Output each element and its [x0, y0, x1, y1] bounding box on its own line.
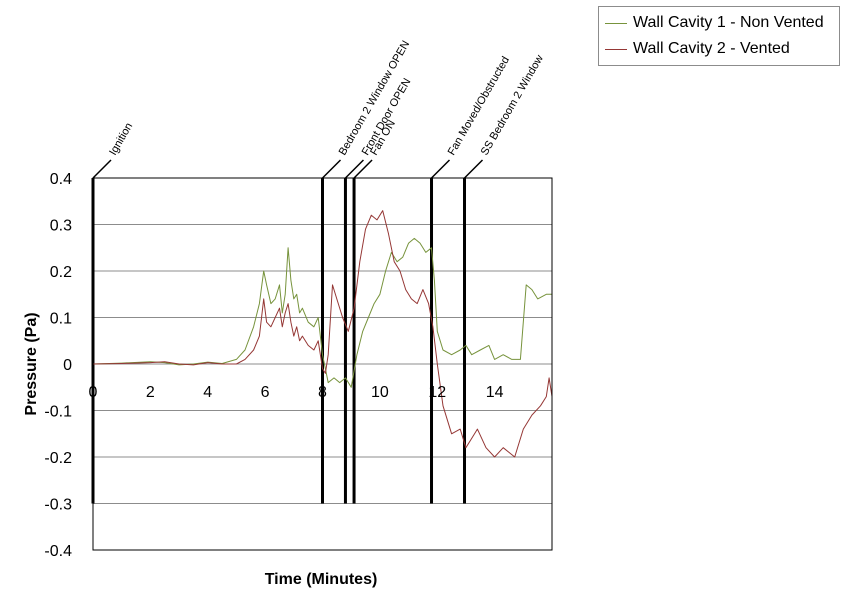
y-tick-label: -0.2	[44, 450, 72, 467]
event-leader	[321, 159, 342, 179]
x-tick-label: 4	[203, 384, 212, 401]
legend-item-wall-cavity-2: Wall Cavity 2 - Vented	[605, 39, 790, 59]
x-tick-label: 0	[89, 384, 98, 401]
x-tick-labels: 0 2 4 6 8 10 12 14	[89, 384, 504, 401]
x-tick-label: 12	[428, 384, 446, 401]
event-leader	[344, 159, 364, 179]
series-line-2	[92, 210, 553, 458]
event-label: SS Bedroom 2 Window	[479, 53, 546, 158]
event-label: Fan Moved/Obstructed	[446, 55, 512, 158]
event-leader	[92, 159, 112, 179]
y-tick-label: -0.3	[44, 497, 72, 514]
event-leader	[430, 159, 451, 179]
x-axis-title: Time (Minutes)	[265, 571, 378, 588]
legend-swatch-wall-cavity-2	[605, 48, 627, 50]
y-tick-label: 0	[63, 357, 72, 374]
y-tick-labels: 0.4 0.3 0.2 0.1 0 -0.1 -0.2 -0.3 -0.4	[44, 171, 72, 560]
y-tick-label: 0.4	[50, 171, 72, 188]
y-tick-label: 0.2	[50, 264, 72, 281]
series-lines	[92, 210, 553, 458]
legend: Wall Cavity 1 - Non Vented Wall Cavity 2…	[598, 6, 840, 66]
series-line-1	[92, 237, 552, 388]
y-tick-label: -0.4	[44, 543, 72, 560]
x-tick-label: 10	[371, 384, 389, 401]
x-tick-label: 2	[146, 384, 155, 401]
x-tick-label: 6	[261, 384, 270, 401]
event-leader	[463, 159, 484, 179]
legend-label-wall-cavity-2: Wall Cavity 2 - Vented	[633, 40, 790, 57]
legend-label-wall-cavity-1: Wall Cavity 1 - Non Vented	[633, 14, 824, 31]
y-tick-label: -0.1	[44, 404, 72, 421]
x-tick-label: 14	[486, 384, 504, 401]
y-tick-label: 0.1	[50, 311, 72, 328]
event-label: Ignition	[107, 121, 135, 158]
plot-border	[92, 177, 553, 551]
legend-swatch-wall-cavity-1	[605, 22, 627, 24]
event-leader	[353, 159, 373, 179]
y-axis-title: Pressure (Pa)	[23, 312, 40, 415]
y-tick-label: 0.3	[50, 218, 72, 235]
x-tick-label: 8	[318, 384, 327, 401]
legend-item-wall-cavity-1: Wall Cavity 1 - Non Vented	[605, 13, 824, 33]
